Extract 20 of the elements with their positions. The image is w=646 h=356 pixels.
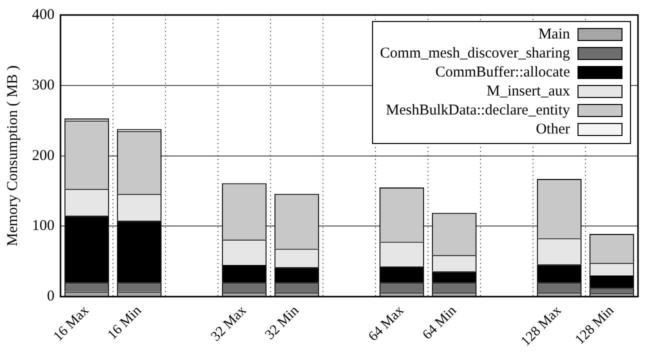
x-tick-label: 16 Min <box>105 303 145 343</box>
legend-label: MeshBulkData::declare_entity <box>386 102 570 118</box>
y-tick-label: 400 <box>32 6 54 23</box>
x-tick-label: 16 Max <box>51 303 92 345</box>
legend-label: Other <box>536 121 570 138</box>
y-axis-title: Memory Consumption ( MB ) <box>4 65 21 246</box>
y-tick-label: 200 <box>32 148 54 164</box>
y-tick-label: 0 <box>47 288 54 305</box>
legend-label: CommBuffer::allocate <box>435 64 570 80</box>
x-tick-label: 32 Min <box>262 303 302 343</box>
legend-label: M_insert_aux <box>486 83 570 100</box>
legend-label: Main <box>538 26 570 42</box>
y-tick-label: 300 <box>32 77 54 94</box>
x-tick-label: 32 Max <box>208 303 250 345</box>
x-tick-label: 128 Max <box>518 303 565 350</box>
y-tick-label: 100 <box>32 218 54 234</box>
x-tick-label: 64 Max <box>366 303 408 345</box>
legend-label: Comm_mesh_discover_sharing <box>380 45 570 62</box>
x-tick-label: 128 Min <box>572 303 618 348</box>
x-tick-label: 64 Min <box>420 303 460 343</box>
